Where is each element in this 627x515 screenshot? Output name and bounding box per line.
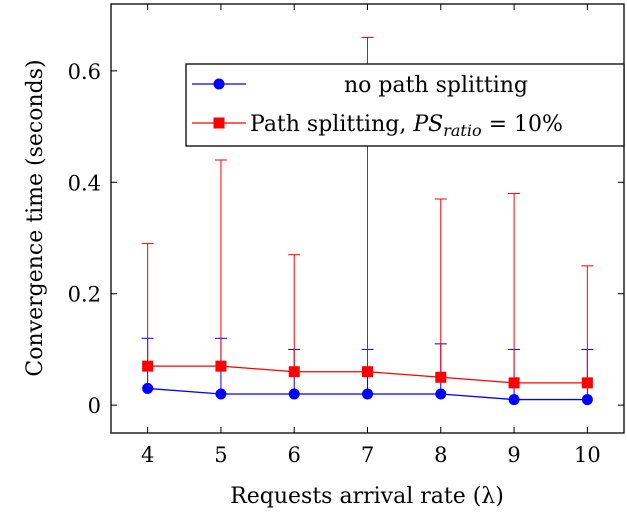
data-point [215, 360, 227, 372]
legend: no path splitting Path splitting, PSrati… [185, 63, 625, 147]
y-tick-label: 0.2 [68, 283, 101, 307]
legend-marker-circle [213, 78, 225, 90]
legend-marker-square [213, 117, 225, 129]
data-point [142, 360, 154, 372]
x-tick-label: 9 [507, 443, 520, 467]
data-point [362, 366, 373, 378]
x-tick-label: 5 [214, 443, 227, 467]
y-tick-label: 0.6 [68, 60, 101, 84]
data-point [288, 388, 300, 400]
x-tick-label: 8 [434, 443, 447, 467]
y-tick-label: 0 [88, 394, 101, 418]
series-0 [142, 382, 593, 406]
x-tick-label: 7 [361, 443, 374, 467]
data-point [435, 371, 447, 383]
data-point [435, 388, 447, 400]
error-bars-series-1 [141, 36, 594, 383]
x-tick-label: 6 [288, 443, 301, 467]
legend-label-path-splitting: Path splitting, PSratio = 10% [250, 112, 563, 140]
legend-box [185, 63, 625, 147]
series-layer [141, 36, 594, 406]
x-tick-label: 10 [574, 443, 601, 467]
data-point [581, 394, 593, 406]
x-axis-title: Requests arrival rate (λ) [230, 484, 504, 509]
x-tick-label: 4 [141, 443, 154, 467]
y-axis-title: Convergence time (seconds) [23, 59, 48, 376]
data-point [142, 382, 154, 394]
data-point [215, 388, 227, 400]
axis-ticks: 4 5 6 7 8 9 10 0 0.2 0.4 0.6 [68, 4, 624, 467]
data-point [508, 377, 520, 389]
y-tick-label: 0.4 [68, 171, 101, 195]
data-point [508, 394, 520, 406]
data-point [288, 366, 300, 378]
series-1 [142, 360, 593, 389]
data-point [581, 377, 593, 389]
data-point [362, 388, 373, 400]
legend-label-no-path-splitting: no path splitting [344, 73, 528, 98]
